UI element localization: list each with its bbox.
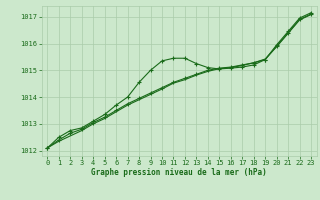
X-axis label: Graphe pression niveau de la mer (hPa): Graphe pression niveau de la mer (hPa): [91, 168, 267, 177]
